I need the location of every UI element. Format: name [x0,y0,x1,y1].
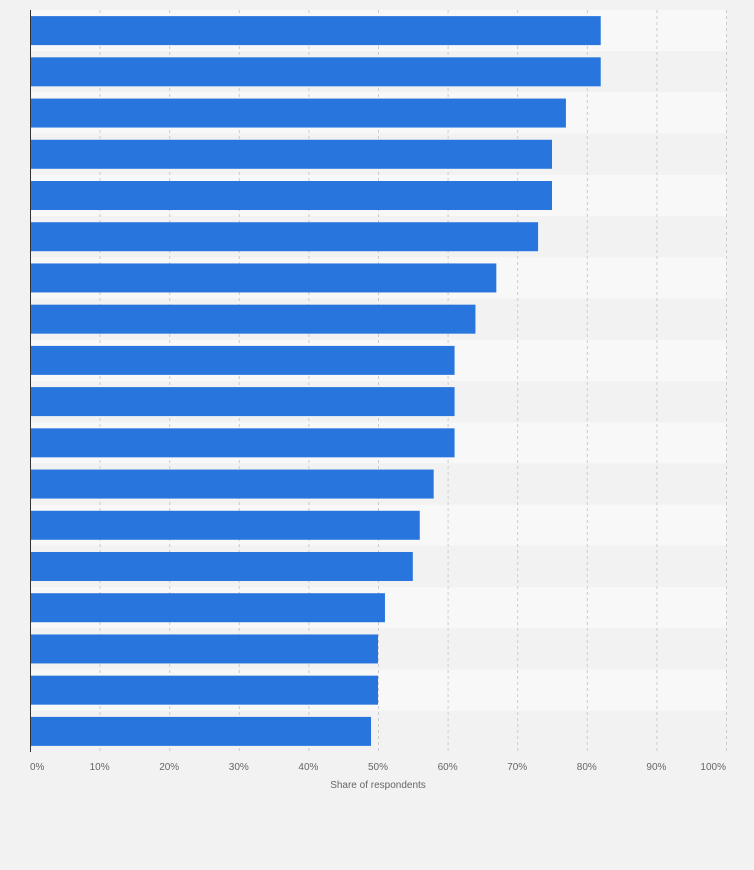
bar [30,675,378,705]
bar [30,16,601,46]
bar [30,634,378,664]
x-axis-tick-labels: 0% 10% 20% 30% 40% 50% 60% 70% 80% 90% 100% [30,762,726,773]
x-tick-label: 20% [159,762,179,773]
x-tick-label: 50% [368,762,388,773]
gridlines [99,10,727,752]
bar [30,181,552,210]
bar [30,263,497,293]
bar [30,387,455,417]
bar [30,98,566,128]
x-tick-label: 70% [507,762,527,773]
bar [30,304,476,334]
bar [30,469,434,499]
bars [30,16,601,746]
x-tick-label: 40% [298,762,318,773]
x-tick-label: 100% [700,762,726,773]
x-tick-label: 90% [646,762,666,773]
bar [30,428,455,458]
bar [30,716,372,746]
x-tick-label: 0% [30,762,45,773]
bar [30,57,601,87]
x-tick-label: 30% [229,762,249,773]
bar [30,345,455,375]
x-tick-label: 80% [577,762,597,773]
x-tick-label: 60% [438,762,458,773]
bar [30,222,539,252]
x-axis-title: Share of respondents [330,780,426,791]
x-tick-label: 10% [90,762,110,773]
bar [30,593,385,623]
bar [30,139,552,169]
bar [30,552,413,581]
bar [30,510,420,540]
